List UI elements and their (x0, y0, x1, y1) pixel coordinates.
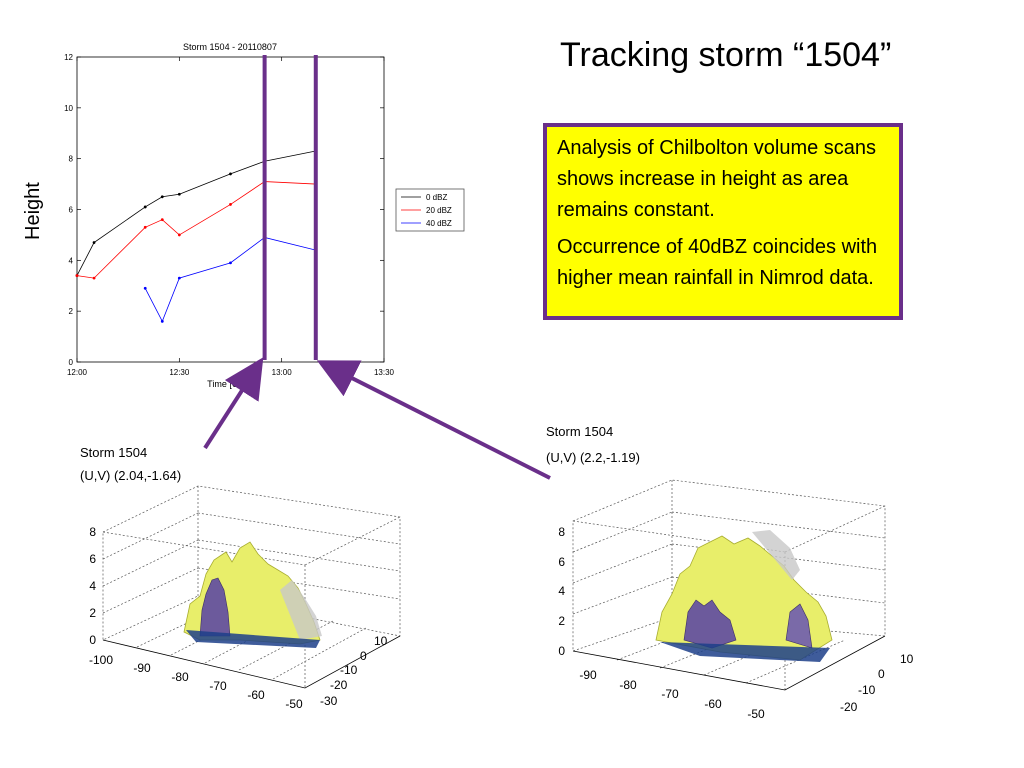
legend-label-20dbz: 20 dBZ (426, 206, 452, 215)
y-axis-ticks: 0 2 4 6 8 10 12 (64, 53, 384, 367)
storm-core-purple-right (683, 599, 737, 649)
left-y-tick: 0 (360, 649, 367, 663)
data-point-0-dbz (177, 192, 181, 196)
right-x-tick: -70 (661, 687, 679, 701)
data-point-40-dbz (177, 276, 181, 280)
left-y-tick: -10 (340, 663, 358, 677)
plot-area (76, 56, 385, 363)
left-z-tick: 8 (89, 525, 96, 539)
left-arrow (203, 357, 264, 450)
right-x-tick: -80 (619, 678, 637, 692)
data-point-20-dbz (160, 218, 164, 222)
y-tick-label: 6 (69, 206, 74, 215)
storm-core-purple (199, 577, 231, 637)
legend-label-0dbz: 0 dBZ (426, 193, 447, 202)
y-tick-label: 8 (69, 155, 74, 164)
plot-right-subtitle: (U,V) (2.2,-1.19) (546, 450, 640, 465)
y-tick-label: 12 (64, 53, 73, 62)
data-point-20-dbz (229, 203, 232, 206)
series-layer (75, 149, 318, 323)
right-z-tick: 0 (558, 644, 565, 658)
right-x-tick: -50 (747, 707, 765, 721)
data-point-40-dbz (229, 261, 232, 265)
plot-right-title: Storm 1504 (546, 424, 613, 439)
series-line-0-dbz (76, 150, 316, 276)
data-point-0-dbz (92, 241, 96, 244)
note-line-1: Analysis of Chilbolton volume scans show… (557, 137, 877, 221)
x-tick-label: 12:30 (169, 368, 190, 377)
storm-3d-plot-right: Storm 1504 (U,V) (2.2,-1.19) 0 2 4 6 8 -… (546, 424, 914, 721)
data-point-0-dbz (229, 172, 232, 176)
left-y-tick: 10 (374, 634, 388, 648)
right-y-tick: -20 (840, 700, 858, 714)
data-point-0-dbz (143, 205, 147, 209)
left-x-tick: -50 (285, 697, 303, 711)
plot-left-title: Storm 1504 (80, 445, 147, 460)
right-y-tick: -10 (858, 683, 876, 697)
right-z-tick: 2 (558, 614, 565, 628)
plot-left-subtitle: (U,V) (2.04,-1.64) (80, 468, 181, 483)
left-x-tick: -90 (133, 661, 151, 675)
y-tick-label: 10 (64, 104, 73, 113)
slide-title: Tracking storm “1504” (560, 36, 892, 74)
right-y-tick: 10 (900, 652, 914, 666)
left-x-tick: -80 (171, 670, 189, 684)
x-axis-ticks: 12:00 12:30 13:00 13:30 (67, 57, 395, 377)
y-tick-label: 0 (69, 358, 74, 367)
height-time-chart: Storm 1504 - 20110807 Time [UTC] 0246810… (64, 42, 465, 389)
data-point-20-dbz (75, 274, 79, 277)
right-z-tick: 6 (558, 555, 565, 569)
left-z-tick: 0 (89, 633, 96, 647)
y-tick-label: 4 (69, 256, 74, 265)
left-x-tick: -100 (89, 653, 113, 667)
left-y-tick: -30 (320, 694, 338, 708)
time-marker-lines (262, 55, 318, 360)
x-tick-label: 12:00 (67, 368, 88, 377)
left-z-tick: 2 (89, 606, 96, 620)
data-point-0-dbz (160, 195, 164, 199)
chart-title: Storm 1504 - 20110807 (183, 42, 277, 52)
y-tick-label: 2 (69, 307, 74, 316)
left-y-tick: -20 (330, 678, 348, 692)
data-point-40-dbz (143, 286, 147, 290)
series-line-20-dbz (76, 181, 316, 279)
analysis-note-box: Analysis of Chilbolton volume scans show… (543, 123, 903, 320)
right-z-tick: 8 (558, 525, 565, 539)
x-tick-label: 13:30 (374, 368, 395, 377)
data-point-20-dbz (143, 225, 147, 229)
right-x-tick: -90 (579, 668, 597, 682)
right-x-tick: -60 (704, 697, 722, 711)
right-z-tick: 4 (558, 584, 565, 598)
left-z-tick: 4 (89, 579, 96, 593)
right-arrow (316, 360, 551, 480)
x-tick-label: 13:00 (272, 368, 293, 377)
data-point-20-dbz (92, 276, 96, 280)
storm-3d-plot-left: Storm 1504 (U,V) (2.04,-1.64) 0 2 4 6 8 … (80, 445, 401, 711)
data-point-20-dbz (177, 233, 181, 237)
left-x-tick: -70 (209, 679, 227, 693)
chart-legend: 0 dBZ 20 dBZ 40 dBZ (395, 188, 465, 232)
legend-label-40dbz: 40 dBZ (426, 219, 452, 228)
note-line-2: Occurrence of 40dBZ coincides with highe… (557, 236, 878, 289)
left-x-tick: -60 (247, 688, 265, 702)
right-y-tick: 0 (878, 667, 885, 681)
series-line-40-dbz (144, 237, 316, 323)
data-point-40-dbz (160, 319, 164, 323)
left-z-tick: 6 (89, 552, 96, 566)
